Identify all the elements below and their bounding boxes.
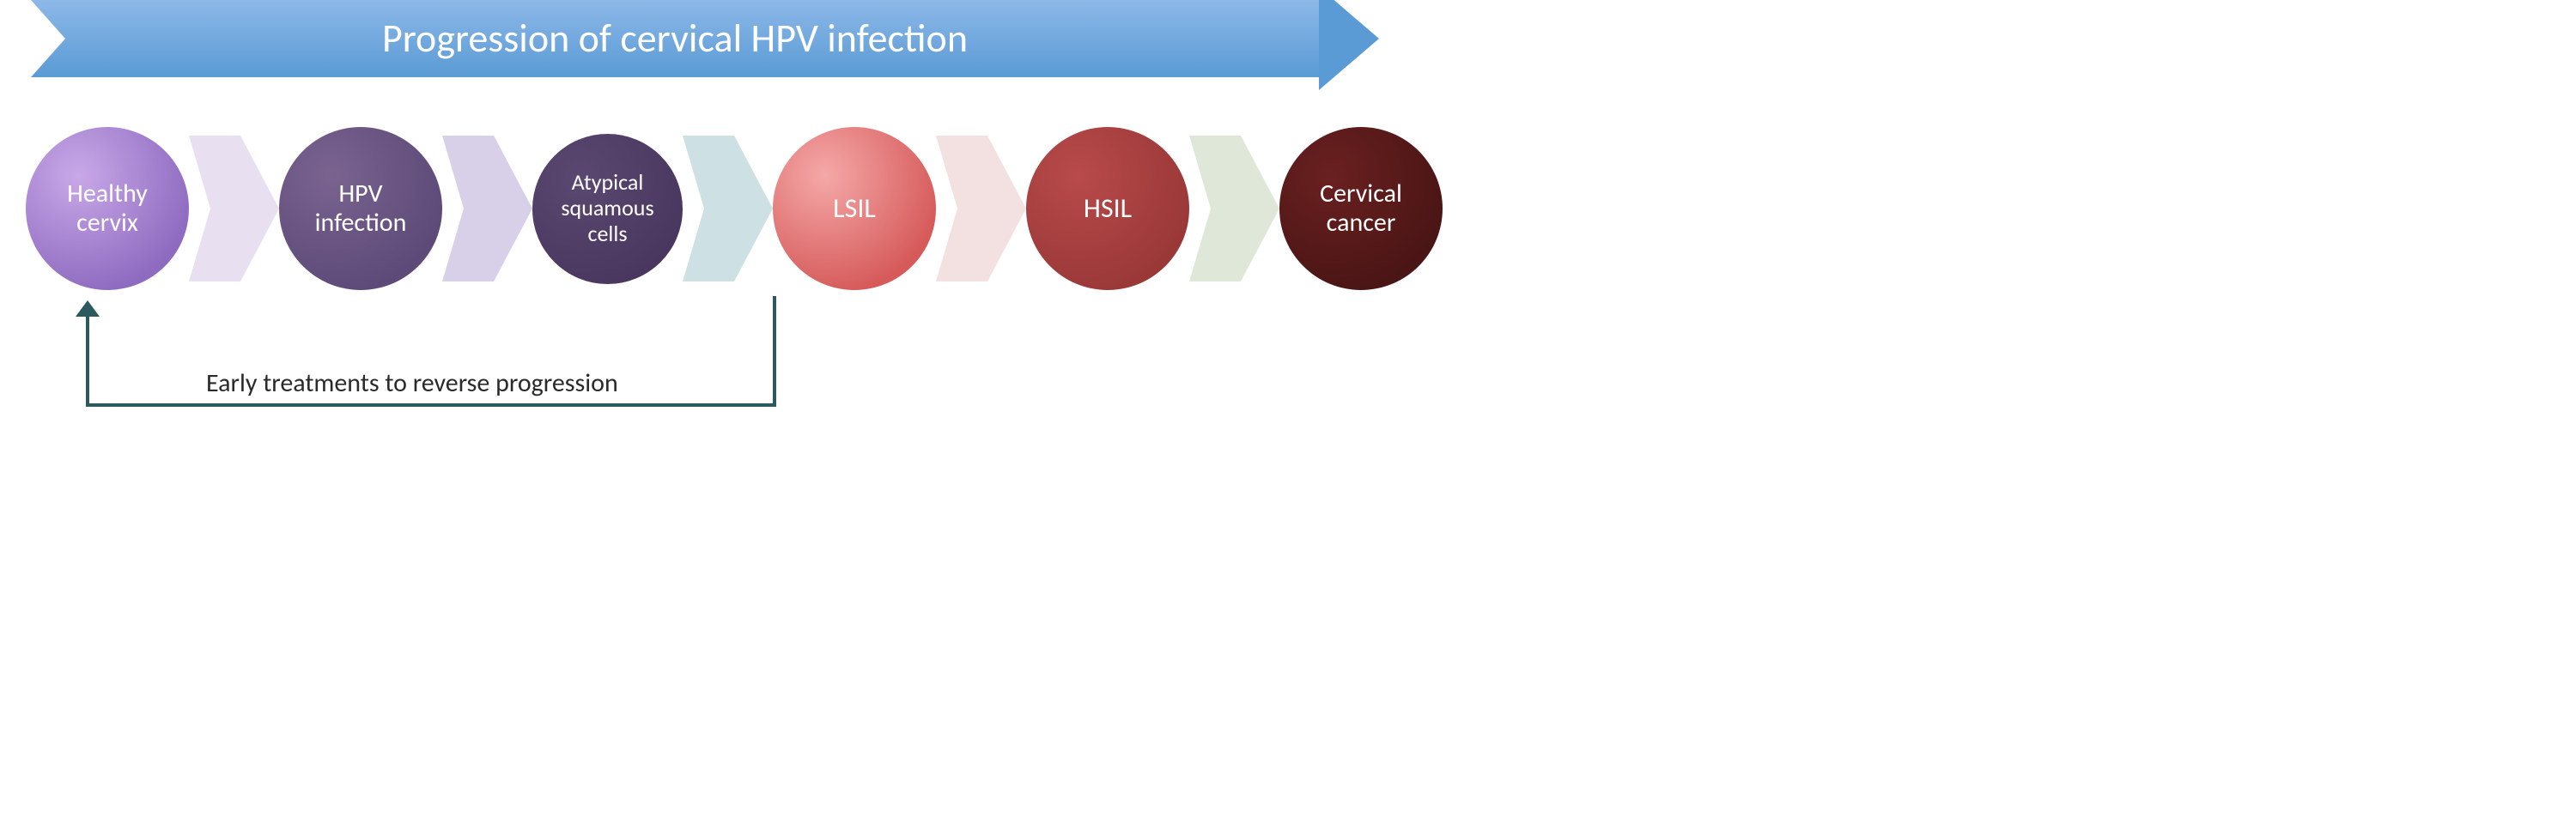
regression-line-down: [773, 296, 776, 407]
stage-hpv: HPVinfection: [279, 127, 442, 290]
progression-flow: Healthycervix HPVinfection Atypicalsquam…: [26, 127, 1348, 290]
stage-label: HSIL: [1084, 193, 1132, 225]
connector-2: [683, 136, 773, 281]
stage-label: LSIL: [833, 193, 876, 225]
stage-healthy: Healthycervix: [26, 127, 189, 290]
stage-cancer: Cervicalcancer: [1279, 127, 1443, 290]
regression-line-horizontal: [86, 403, 776, 407]
title-arrowhead: [1319, 0, 1379, 90]
regression-label: Early treatments to reverse progression: [206, 367, 618, 399]
regression-line-up: [86, 312, 89, 403]
stage-hsil: HSIL: [1026, 127, 1189, 290]
connector-0: [189, 136, 279, 281]
stage-atypical: Atypicalsquamouscells: [532, 134, 683, 284]
connector-3: [936, 136, 1026, 281]
regression-arrowhead: [76, 300, 100, 317]
stage-label: Healthycervix: [67, 179, 148, 239]
connector-4: [1189, 136, 1279, 281]
title-body: Progression of cervical HPV infection: [31, 0, 1319, 77]
stage-label: HPVinfection: [315, 179, 407, 239]
title-text: Progression of cervical HPV infection: [382, 15, 968, 63]
stage-lsil: LSIL: [773, 127, 936, 290]
title-banner: Progression of cervical HPV infection: [31, 0, 1379, 77]
diagram-canvas: Progression of cervical HPV infection He…: [0, 0, 1374, 442]
connector-1: [442, 136, 532, 281]
stage-label: Atypicalsquamouscells: [561, 170, 653, 247]
stage-label: Cervicalcancer: [1320, 179, 1402, 239]
